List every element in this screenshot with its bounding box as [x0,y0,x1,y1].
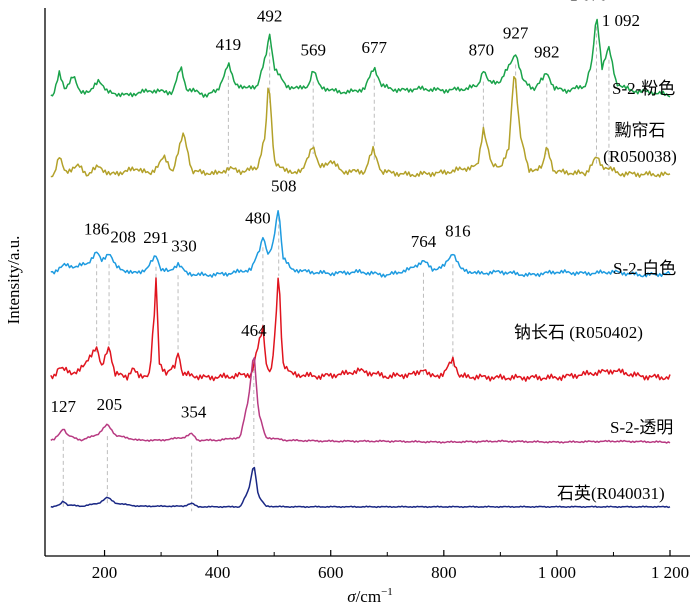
peak-label-419: 419 [216,35,242,54]
peak-label-464: 464 [241,321,267,340]
spectra-lines [50,18,671,509]
series-label-1-0: 黝帘石 [615,121,666,140]
x-tick-label-1000: 1 000 [538,563,576,582]
series-label-1-1: (R050038) [603,147,677,166]
series-line-3 [50,277,671,382]
x-axis-unit: /cm [356,587,382,606]
series-label-4-0: S-2-透明 [610,418,673,437]
peak-label-816: 816 [445,221,471,240]
x-tick-label-200: 200 [92,563,118,582]
peak-guide-lines [62,26,610,512]
x-axis-symbol: σ [347,587,356,606]
peak-label-764: 764 [411,232,437,251]
peak-label-508: 508 [271,177,297,196]
peak-label-927: 927 [503,24,529,43]
series-line-2 [50,210,671,278]
peak-label-186: 186 [84,219,110,238]
series-label-3-0: 钠长石 (R050402) [514,323,643,342]
y-axis-label: Intensity/a.u. [4,236,23,325]
series-line-5 [50,466,671,509]
peak-label-354: 354 [181,403,207,422]
x-axis-unit-exponent: −1 [381,586,393,598]
x-tick-label-1200: 1 200 [651,563,689,582]
peak-label-677: 677 [362,38,388,57]
axes [44,8,690,557]
peak-label-291: 291 [143,228,169,247]
peak-label-127: 127 [51,397,77,416]
peak-label-205: 205 [97,395,123,414]
peak-label-1092: 1 092 [602,11,640,30]
series-line-0 [50,18,671,98]
series-label-0-0: S-2-粉色 [612,79,675,98]
x-tick-label-800: 800 [431,563,457,582]
x-axis-label: σ/cm−1 [347,586,393,606]
peak-label-492: 492 [257,7,283,26]
x-axis-ticks: 200 400 600 800 1 000 1 200 [92,550,689,582]
series-label-5-0: 石英(R040031) [557,484,665,503]
x-tick-label-600: 600 [318,563,344,582]
peak-label-330: 330 [171,236,197,255]
series-line-1 [50,75,671,178]
series-label-2-0: S-2-白色 [613,259,676,278]
peak-label-870: 870 [469,41,495,60]
peak-label-208: 208 [110,227,136,246]
peak-label-1070: 1 070 [569,0,607,5]
peak-label-982: 982 [534,43,560,62]
x-tick-label-400: 400 [205,563,231,582]
peak-label-569: 569 [300,41,326,60]
series-line-4 [50,356,671,444]
peak-label-480: 480 [245,208,271,227]
